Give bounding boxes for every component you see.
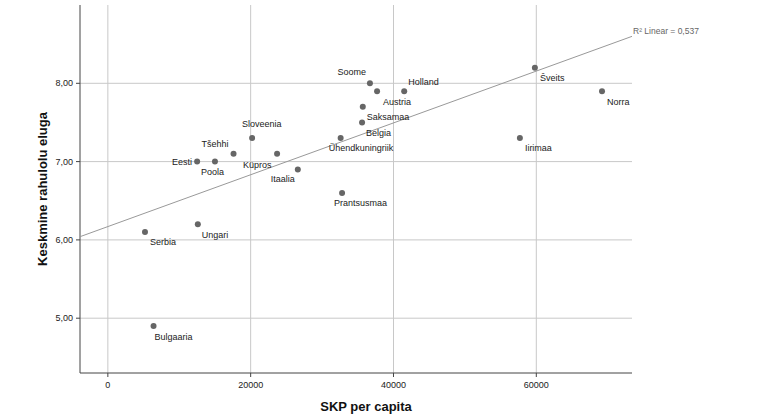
y-grid-line <box>80 161 632 162</box>
point <box>212 159 218 165</box>
point <box>599 88 605 94</box>
y-tick-label: 5,00 <box>55 313 73 323</box>
y-tick <box>76 239 80 240</box>
point-label: Ühendkuningriik <box>329 143 394 153</box>
x-tick <box>393 373 394 377</box>
background <box>0 0 766 420</box>
x-tick-label: 40000 <box>381 380 406 390</box>
point <box>517 135 523 141</box>
point <box>338 135 344 141</box>
point-label: Belgia <box>366 128 391 138</box>
x-tick-label: 0 <box>105 380 110 390</box>
point-label: Bulgaaria <box>155 332 193 342</box>
y-grid-line <box>80 318 632 319</box>
point-label: Austria <box>383 97 411 107</box>
x-tick <box>536 373 537 377</box>
x-tick-label: 60000 <box>524 380 549 390</box>
x-tick <box>107 373 108 377</box>
point <box>359 119 365 125</box>
grid <box>80 5 632 373</box>
point <box>195 221 201 227</box>
point <box>367 80 373 86</box>
point <box>274 151 280 157</box>
y-tick-label: 6,00 <box>55 235 73 245</box>
chart: 0 20000 40000 60000 5,00 6,00 7,00 8,00 Soome Aus… <box>0 0 766 420</box>
point-label: Holland <box>408 77 439 87</box>
x-tick-label: 20000 <box>238 380 263 390</box>
point <box>249 135 255 141</box>
point <box>194 159 200 165</box>
point-label: Serbia <box>150 237 176 247</box>
point <box>532 65 538 71</box>
point-label: Küpros <box>243 160 272 170</box>
y-axis <box>80 5 81 373</box>
y-grid-line <box>80 83 632 84</box>
point-label: Soome <box>337 67 366 77</box>
y-tick <box>76 161 80 162</box>
y-tick-label: 7,00 <box>55 157 73 167</box>
y-tick-label: 8,00 <box>55 78 73 88</box>
point-label: Itaalia <box>271 174 295 184</box>
point-label: Poola <box>201 167 224 177</box>
trend-label: R² Linear = 0,537 <box>633 26 699 36</box>
point-label: Iirimaa <box>525 143 552 153</box>
point <box>142 229 148 235</box>
point-label: Eesti <box>172 157 192 167</box>
point-label: Norra <box>607 97 630 107</box>
point-label: Prantsusmaa <box>334 198 387 208</box>
point <box>339 190 345 196</box>
point <box>231 151 237 157</box>
point <box>401 88 407 94</box>
point <box>151 323 157 329</box>
point-label: Saksamaa <box>367 112 410 122</box>
plot-area <box>80 36 632 329</box>
point <box>360 104 366 110</box>
y-axis-title: Keskmine rahulolu eluga <box>35 111 50 266</box>
y-tick <box>76 83 80 84</box>
point-label: Tšehhi <box>202 139 229 149</box>
point-labels: Soome Austria Holland Saksamaa Belgia Ühendku… <box>150 67 630 342</box>
point <box>295 166 301 172</box>
point-label: Ungari <box>202 230 229 240</box>
trend-line <box>80 36 632 236</box>
y-tick <box>76 318 80 319</box>
point-label: Sloveenia <box>242 119 282 129</box>
point <box>374 88 380 94</box>
x-tick <box>250 373 251 377</box>
x-axis <box>80 373 632 374</box>
x-axis-title: SKP per capita <box>320 399 412 414</box>
point-label: Šveits <box>540 73 565 83</box>
